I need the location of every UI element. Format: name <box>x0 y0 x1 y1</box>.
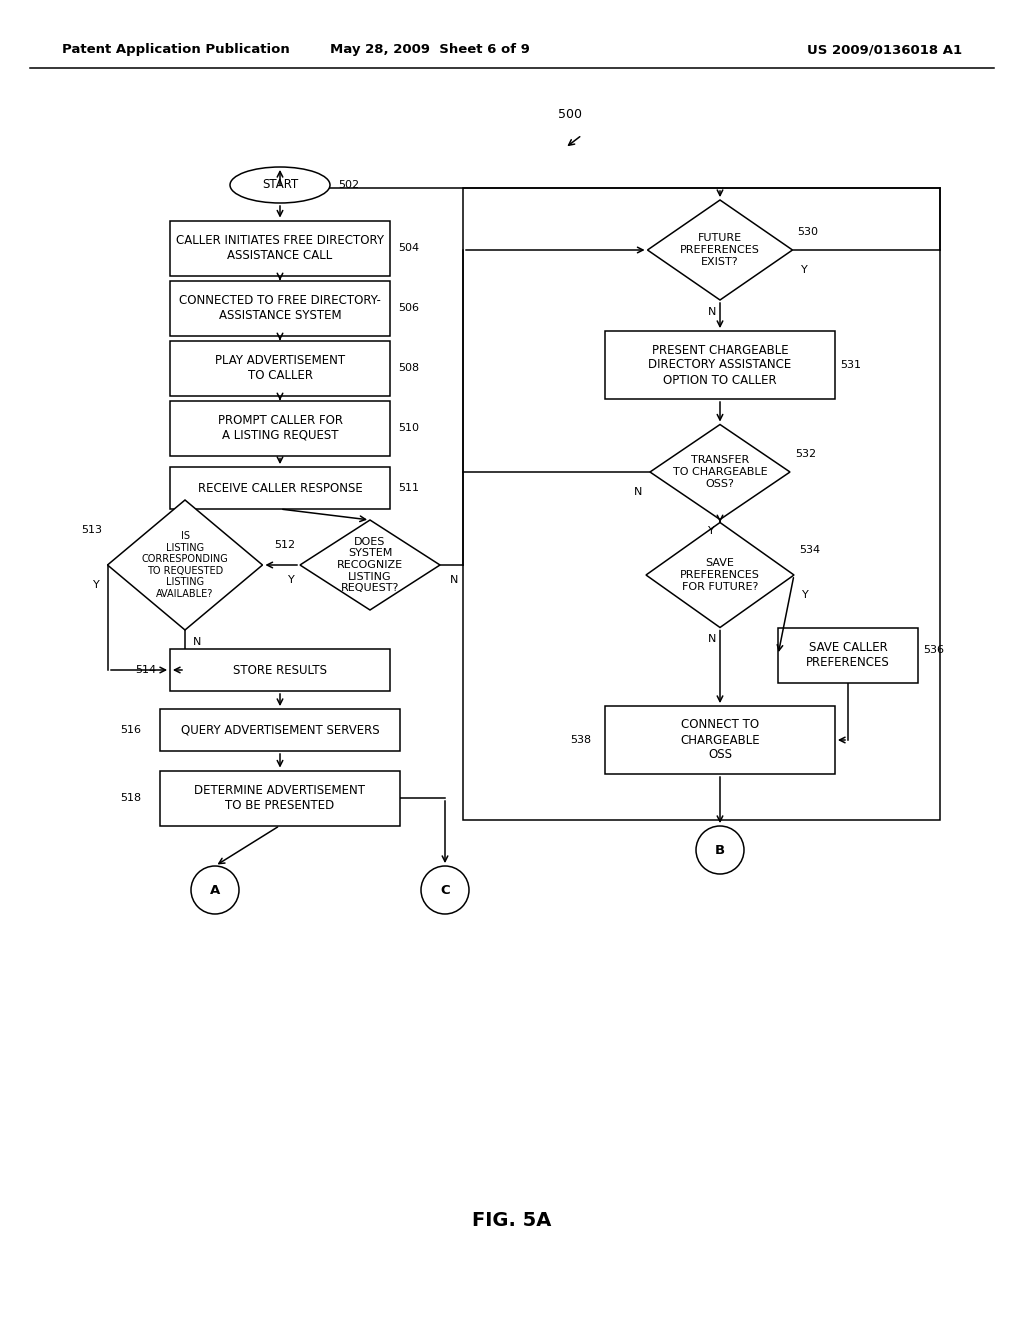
Text: Y: Y <box>93 579 99 590</box>
Text: 500: 500 <box>558 108 582 121</box>
Text: 511: 511 <box>398 483 419 492</box>
Text: QUERY ADVERTISEMENT SERVERS: QUERY ADVERTISEMENT SERVERS <box>180 723 379 737</box>
Text: DETERMINE ADVERTISEMENT
TO BE PRESENTED: DETERMINE ADVERTISEMENT TO BE PRESENTED <box>195 784 366 812</box>
Circle shape <box>191 866 239 913</box>
Polygon shape <box>646 523 794 627</box>
FancyBboxPatch shape <box>170 467 390 510</box>
Text: PRESENT CHARGEABLE
DIRECTORY ASSISTANCE
OPTION TO CALLER: PRESENT CHARGEABLE DIRECTORY ASSISTANCE … <box>648 343 792 387</box>
Text: 512: 512 <box>273 540 295 550</box>
Text: US 2009/0136018 A1: US 2009/0136018 A1 <box>807 44 962 57</box>
Polygon shape <box>650 425 790 520</box>
Text: B: B <box>715 843 725 857</box>
Text: FIG. 5A: FIG. 5A <box>472 1210 552 1229</box>
Text: RECEIVE CALLER RESPONSE: RECEIVE CALLER RESPONSE <box>198 482 362 495</box>
Text: N: N <box>708 308 717 317</box>
Text: DOES
SYSTEM
RECOGNIZE
LISTING
REQUEST?: DOES SYSTEM RECOGNIZE LISTING REQUEST? <box>337 537 403 593</box>
Text: 504: 504 <box>398 243 419 253</box>
Text: 530: 530 <box>798 227 818 238</box>
Text: A: A <box>210 883 220 896</box>
Text: 506: 506 <box>398 304 419 313</box>
FancyBboxPatch shape <box>160 771 400 825</box>
Text: Patent Application Publication: Patent Application Publication <box>62 44 290 57</box>
Text: N: N <box>634 487 642 498</box>
Text: SAVE
PREFERENCES
FOR FUTURE?: SAVE PREFERENCES FOR FUTURE? <box>680 558 760 591</box>
FancyBboxPatch shape <box>605 706 835 774</box>
Polygon shape <box>647 201 793 300</box>
Text: CONNECTED TO FREE DIRECTORY-
ASSISTANCE SYSTEM: CONNECTED TO FREE DIRECTORY- ASSISTANCE … <box>179 294 381 322</box>
Text: 536: 536 <box>923 645 944 655</box>
FancyBboxPatch shape <box>170 400 390 455</box>
Text: 538: 538 <box>570 735 591 744</box>
Text: 513: 513 <box>82 525 102 535</box>
Text: STORE RESULTS: STORE RESULTS <box>233 664 327 676</box>
Circle shape <box>421 866 469 913</box>
Text: PLAY ADVERTISEMENT
TO CALLER: PLAY ADVERTISEMENT TO CALLER <box>215 354 345 381</box>
Text: IS
LISTING
CORRESPONDING
TO REQUESTED
LISTING
AVAILABLE?: IS LISTING CORRESPONDING TO REQUESTED LI… <box>141 531 228 599</box>
Text: CALLER INITIATES FREE DIRECTORY
ASSISTANCE CALL: CALLER INITIATES FREE DIRECTORY ASSISTAN… <box>176 234 384 261</box>
Text: May 28, 2009  Sheet 6 of 9: May 28, 2009 Sheet 6 of 9 <box>330 44 530 57</box>
Text: 516: 516 <box>120 725 141 735</box>
Text: CONNECT TO
CHARGEABLE
OSS: CONNECT TO CHARGEABLE OSS <box>680 718 760 762</box>
FancyBboxPatch shape <box>170 220 390 276</box>
Ellipse shape <box>230 168 330 203</box>
Text: 531: 531 <box>840 360 861 370</box>
Text: 502: 502 <box>338 180 359 190</box>
FancyBboxPatch shape <box>170 341 390 396</box>
Polygon shape <box>300 520 440 610</box>
Text: 532: 532 <box>795 449 816 459</box>
Text: 510: 510 <box>398 422 419 433</box>
Text: 518: 518 <box>120 793 141 803</box>
Text: START: START <box>262 178 298 191</box>
Text: Y: Y <box>801 265 807 275</box>
Text: 508: 508 <box>398 363 419 374</box>
FancyBboxPatch shape <box>605 331 835 399</box>
FancyBboxPatch shape <box>160 709 400 751</box>
FancyBboxPatch shape <box>170 281 390 335</box>
Text: Y: Y <box>708 527 715 536</box>
Text: FUTURE
PREFERENCES
EXIST?: FUTURE PREFERENCES EXIST? <box>680 234 760 267</box>
Text: 534: 534 <box>799 545 820 554</box>
Text: Y: Y <box>802 590 809 601</box>
Text: 514: 514 <box>135 665 156 675</box>
Text: TRANSFER
TO CHARGEABLE
OSS?: TRANSFER TO CHARGEABLE OSS? <box>673 455 767 488</box>
Polygon shape <box>108 500 262 630</box>
FancyBboxPatch shape <box>170 649 390 690</box>
Circle shape <box>696 826 744 874</box>
Text: N: N <box>450 576 459 585</box>
FancyBboxPatch shape <box>778 627 918 682</box>
Text: SAVE CALLER
PREFERENCES: SAVE CALLER PREFERENCES <box>806 642 890 669</box>
Text: N: N <box>193 638 202 647</box>
Text: N: N <box>708 635 717 644</box>
Text: Y: Y <box>288 576 295 585</box>
Text: C: C <box>440 883 450 896</box>
Text: PROMPT CALLER FOR
A LISTING REQUEST: PROMPT CALLER FOR A LISTING REQUEST <box>217 414 342 442</box>
